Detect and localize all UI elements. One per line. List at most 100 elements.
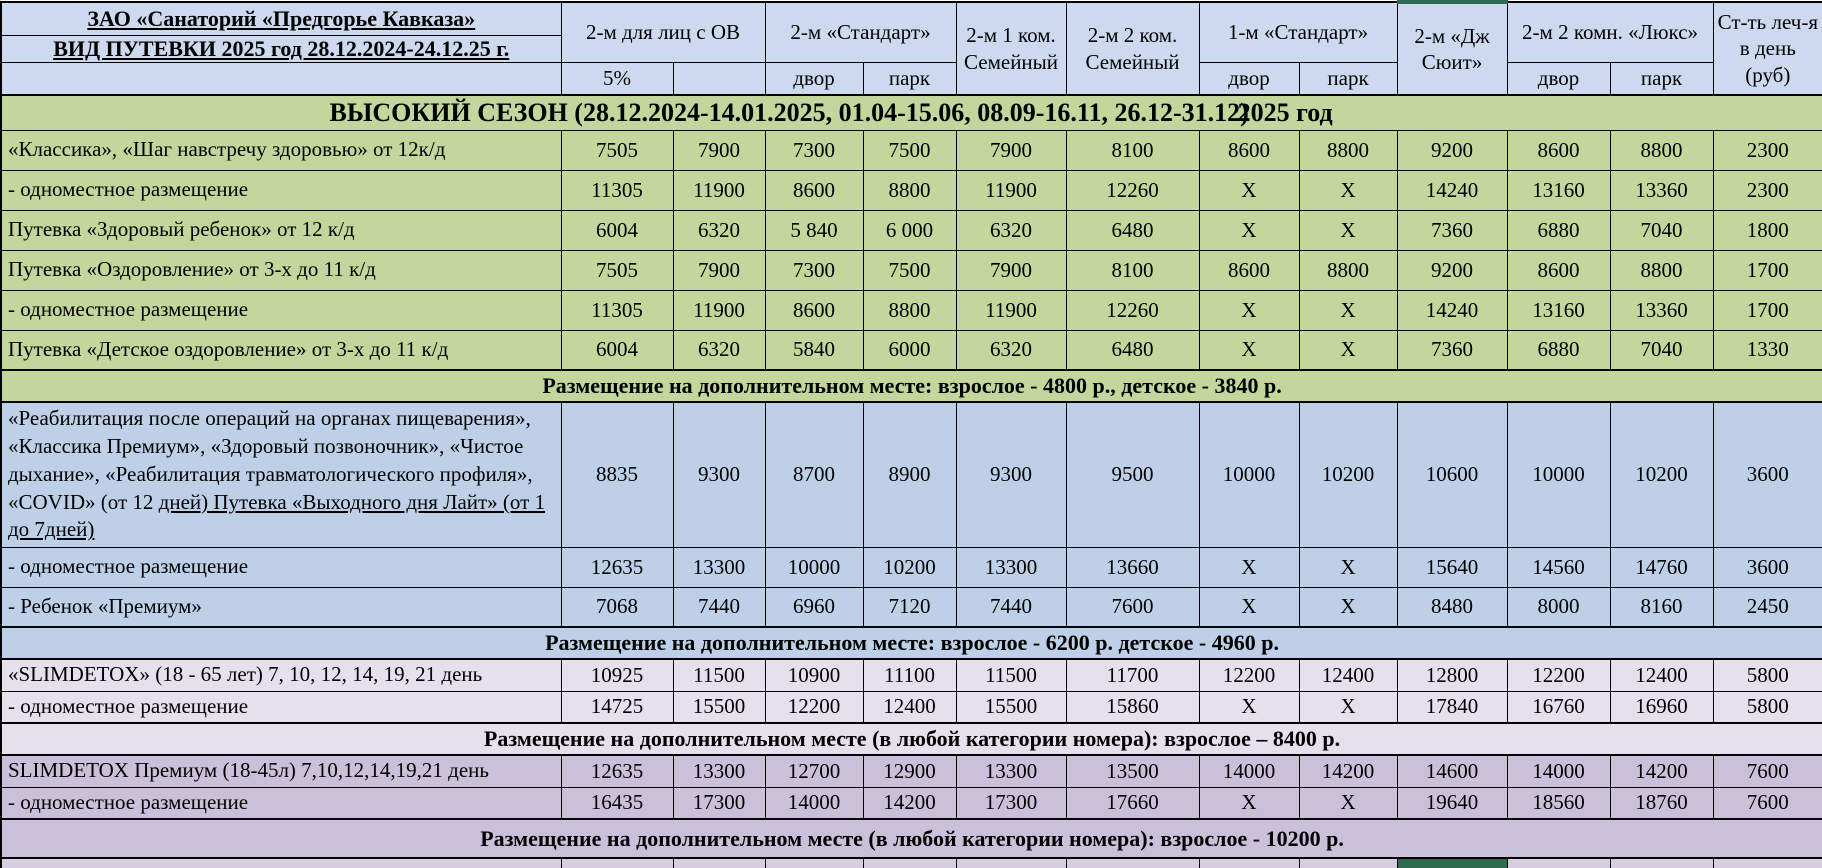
- price-cell[interactable]: 10200: [1609, 401, 1714, 548]
- price-cell[interactable]: 11900: [672, 169, 766, 211]
- x-cell[interactable]: X: [1198, 586, 1300, 628]
- price-cell[interactable]: 6960: [764, 586, 864, 628]
- price-cell[interactable]: 1700: [1712, 249, 1822, 291]
- col-group-2m-dzh-suite[interactable]: 2-м «Дж Сюит»: [1396, 0, 1508, 96]
- price-cell[interactable]: 9500: [1065, 401, 1200, 548]
- price-cell[interactable]: 12400: [1609, 658, 1714, 692]
- price-cell[interactable]: 3600: [1712, 401, 1822, 548]
- col-sub-standart-park[interactable]: парк: [862, 61, 957, 96]
- price-cell[interactable]: 6000: [862, 329, 957, 371]
- price-cell[interactable]: 7300: [764, 249, 864, 291]
- price-cell[interactable]: 12900: [862, 754, 957, 788]
- price-cell[interactable]: 11305: [560, 169, 674, 211]
- price-cell[interactable]: 8800: [1609, 129, 1714, 171]
- row-label-cell[interactable]: «Классика», «Шаг навстречу здоровью» от …: [0, 129, 562, 171]
- price-cell[interactable]: 1700: [1712, 289, 1822, 331]
- price-cell[interactable]: 15640: [1396, 546, 1508, 588]
- price-cell[interactable]: 11900: [672, 289, 766, 331]
- col-sub-1m-dvor[interactable]: двор: [1198, 61, 1300, 96]
- price-cell[interactable]: 13300: [955, 546, 1067, 588]
- price-cell[interactable]: 12700: [764, 754, 864, 788]
- col-group-2m-ov[interactable]: 2-м для лиц с ОВ: [560, 1, 766, 63]
- price-cell[interactable]: 13300: [672, 754, 766, 788]
- row-label-cell[interactable]: - одноместное размещение: [0, 289, 562, 331]
- price-cell[interactable]: 7900: [672, 129, 766, 171]
- price-cell[interactable]: 7600: [1712, 754, 1822, 788]
- price-cell[interactable]: 14200: [1609, 754, 1714, 788]
- price-cell[interactable]: 12200: [1506, 658, 1611, 692]
- price-cell[interactable]: 6880: [1506, 209, 1611, 251]
- price-cell[interactable]: 1330: [1712, 329, 1822, 371]
- price-cell[interactable]: 2300: [1712, 169, 1822, 211]
- price-cell[interactable]: 8900: [862, 401, 957, 548]
- price-cell[interactable]: 2450: [1712, 586, 1822, 628]
- title-cell[interactable]: ЗАО «Санаторий «Предгорье Кавказа» ВИД П…: [0, 1, 562, 96]
- price-cell[interactable]: 8800: [862, 169, 957, 211]
- price-cell[interactable]: 16435: [560, 786, 674, 820]
- price-cell[interactable]: 8600: [1506, 249, 1611, 291]
- price-cell[interactable]: 10200: [862, 546, 957, 588]
- price-cell[interactable]: 7040: [1609, 329, 1714, 371]
- price-cell[interactable]: 7120: [862, 586, 957, 628]
- price-cell[interactable]: 8700: [764, 401, 864, 548]
- price-cell[interactable]: 7300: [764, 129, 864, 171]
- price-cell[interactable]: 15500: [672, 690, 766, 724]
- price-cell[interactable]: 19640: [1396, 786, 1508, 820]
- price-cell[interactable]: 12260: [1065, 169, 1200, 211]
- price-cell[interactable]: 7040: [1609, 209, 1714, 251]
- partial-cell[interactable]: [764, 857, 864, 868]
- partial-cell[interactable]: [1198, 857, 1300, 868]
- price-cell[interactable]: 6880: [1506, 329, 1611, 371]
- price-cell[interactable]: 14760: [1609, 546, 1714, 588]
- price-cell[interactable]: 7068: [560, 586, 674, 628]
- price-cell[interactable]: 7900: [955, 129, 1067, 171]
- price-cell[interactable]: 6320: [955, 209, 1067, 251]
- x-cell[interactable]: X: [1298, 546, 1398, 588]
- col-group-1m-standart[interactable]: 1-м «Стандарт»: [1198, 1, 1398, 63]
- price-cell[interactable]: 14240: [1396, 169, 1508, 211]
- price-cell[interactable]: 8600: [1506, 129, 1611, 171]
- price-cell[interactable]: 12200: [764, 690, 864, 724]
- row-label-cell[interactable]: Путевка «Детское оздоровление» от 3-х до…: [0, 329, 562, 371]
- price-cell[interactable]: 6320: [672, 209, 766, 251]
- row-label-cell[interactable]: - одноместное размещение: [0, 546, 562, 588]
- col-group-2m-2kom-semeyny[interactable]: 2-м 2 ком. Семейный: [1065, 1, 1200, 96]
- price-cell[interactable]: 3600: [1712, 546, 1822, 588]
- price-cell[interactable]: 12200: [1198, 658, 1300, 692]
- price-cell[interactable]: 13360: [1609, 169, 1714, 211]
- price-cell[interactable]: 10900: [764, 658, 864, 692]
- col-sub-5pct[interactable]: 5%: [560, 61, 674, 96]
- col-sub-ov-blank[interactable]: [672, 61, 766, 96]
- price-cell[interactable]: 12635: [560, 546, 674, 588]
- price-cell[interactable]: 9200: [1396, 129, 1508, 171]
- extra-bed-note-row[interactable]: Размещение на дополнительном месте (в лю…: [0, 722, 1822, 756]
- price-cell[interactable]: 18760: [1609, 786, 1714, 820]
- partial-cell[interactable]: [1065, 857, 1200, 868]
- price-cell[interactable]: 17300: [955, 786, 1067, 820]
- price-cell[interactable]: 10200: [1298, 401, 1398, 548]
- row-label-cell[interactable]: Путевка «Здоровый ребенок» от 12 к/д: [0, 209, 562, 251]
- price-cell[interactable]: 11500: [672, 658, 766, 692]
- partial-cell[interactable]: [955, 857, 1067, 868]
- price-cell[interactable]: 8600: [764, 169, 864, 211]
- price-cell[interactable]: 16960: [1609, 690, 1714, 724]
- price-cell[interactable]: 6 000: [862, 209, 957, 251]
- price-cell[interactable]: 14000: [1506, 754, 1611, 788]
- partial-cell[interactable]: [1712, 857, 1822, 868]
- price-cell[interactable]: 12260: [1065, 289, 1200, 331]
- col-sub-lux-dvor[interactable]: двор: [1506, 61, 1611, 96]
- price-cell[interactable]: 11700: [1065, 658, 1200, 692]
- price-cell[interactable]: 13300: [955, 754, 1067, 788]
- col-sub-1m-park[interactable]: парк: [1298, 61, 1398, 96]
- price-cell[interactable]: 11900: [955, 169, 1067, 211]
- price-cell[interactable]: 7505: [560, 129, 674, 171]
- extra-bed-note-row[interactable]: Размещение на дополнительном месте (в лю…: [0, 818, 1822, 859]
- price-cell[interactable]: 10000: [1198, 401, 1300, 548]
- price-cell[interactable]: 8835: [560, 401, 674, 548]
- price-cell[interactable]: 15860: [1065, 690, 1200, 724]
- price-cell[interactable]: 14560: [1506, 546, 1611, 588]
- price-cell[interactable]: 8000: [1506, 586, 1611, 628]
- price-cell[interactable]: 11900: [955, 289, 1067, 331]
- price-cell[interactable]: 6480: [1065, 329, 1200, 371]
- price-cell[interactable]: 6320: [672, 329, 766, 371]
